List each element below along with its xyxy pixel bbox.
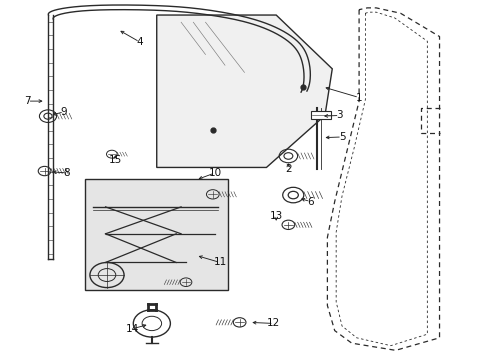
- Text: 13: 13: [269, 211, 282, 221]
- Text: 1: 1: [355, 93, 362, 103]
- Text: 9: 9: [61, 107, 67, 117]
- Polygon shape: [157, 15, 331, 167]
- Text: 8: 8: [63, 168, 70, 178]
- Text: 4: 4: [136, 37, 142, 47]
- Text: 2: 2: [285, 164, 291, 174]
- Text: 11: 11: [213, 257, 226, 267]
- Text: 15: 15: [108, 155, 122, 165]
- Text: 10: 10: [208, 168, 222, 178]
- Text: 3: 3: [336, 111, 342, 121]
- Text: 5: 5: [338, 132, 345, 142]
- FancyBboxPatch shape: [310, 111, 330, 119]
- Text: 12: 12: [266, 319, 280, 328]
- Text: 7: 7: [24, 96, 31, 106]
- Text: 14: 14: [125, 324, 139, 334]
- Text: 6: 6: [306, 197, 313, 207]
- FancyBboxPatch shape: [85, 179, 228, 290]
